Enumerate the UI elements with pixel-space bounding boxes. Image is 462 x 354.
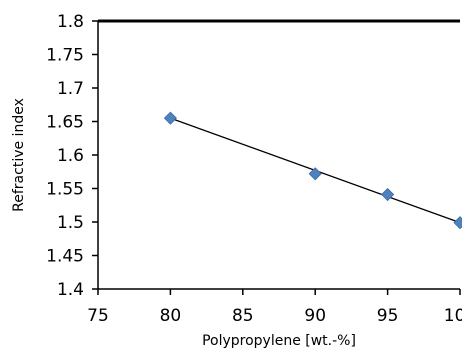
- y-axis-title: Refractive index: [11, 98, 27, 212]
- data-point: [163, 111, 177, 125]
- data-point: [308, 167, 322, 181]
- y-tick-label: 1.6: [57, 146, 84, 166]
- x-tick-label: 85: [232, 306, 254, 326]
- data-point: [453, 216, 462, 230]
- y-tick-label: 1.8: [57, 12, 84, 32]
- y-tick-label: 1.4: [57, 280, 84, 300]
- x-tick-label: 95: [377, 306, 399, 326]
- x-tick-label: 100: [444, 306, 462, 326]
- y-axis-ticks: [92, 20, 98, 290]
- plot-area: [98, 21, 460, 289]
- x-tick-label: 90: [304, 306, 326, 326]
- x-axis-tick-labels: 75 80 85 90 95 100: [87, 306, 462, 326]
- x-tick-label: 80: [160, 306, 182, 326]
- x-axis-title: Polypropylene [wt.-%]: [202, 333, 356, 349]
- y-tick-label: 1.5: [57, 213, 84, 233]
- x-axis-ticks: [97, 289, 461, 295]
- data-point: [381, 187, 395, 202]
- y-tick-label: 1.75: [46, 46, 84, 66]
- y-tick-label: 1.55: [46, 180, 84, 200]
- y-tick-label: 1.45: [46, 247, 84, 267]
- y-tick-label: 1.65: [46, 113, 84, 133]
- y-tick-label: 1.7: [57, 79, 84, 99]
- x-tick-label: 75: [87, 306, 109, 326]
- data-points-group: [163, 111, 462, 230]
- y-axis-tick-labels: 1.4 1.45 1.5 1.55 1.6 1.65 1.7 1.75 1.8: [46, 12, 84, 300]
